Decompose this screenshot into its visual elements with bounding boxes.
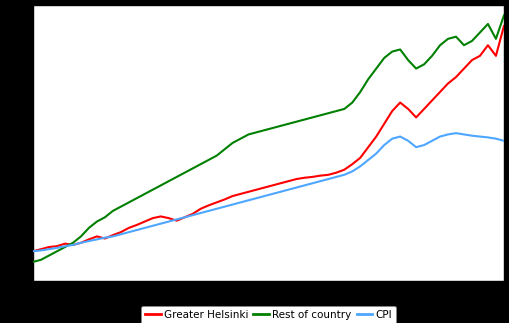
Legend: Greater Helsinki, Rest of country, CPI: Greater Helsinki, Rest of country, CPI [141, 306, 396, 323]
